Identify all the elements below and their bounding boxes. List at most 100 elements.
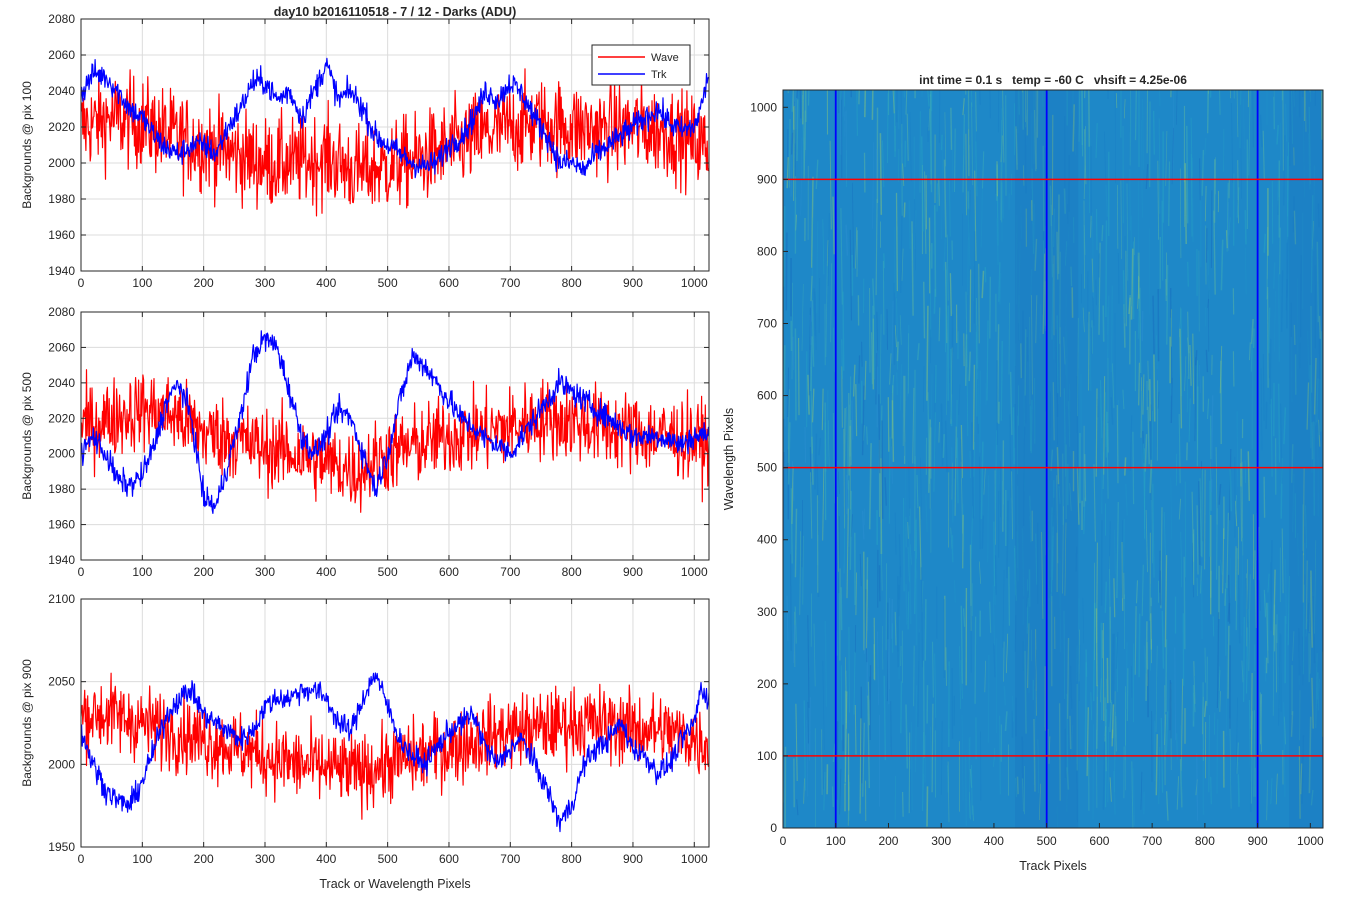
heatmap-streak xyxy=(902,163,905,187)
heatmap-streak xyxy=(996,218,999,265)
heatmap-streak xyxy=(1157,391,1160,409)
heatmap-streak xyxy=(1012,695,1014,722)
heatmap-streak xyxy=(960,439,963,479)
y-tick-label: 1960 xyxy=(48,518,75,532)
heatmap-streak xyxy=(1151,410,1153,474)
heatmap-streak xyxy=(1117,253,1120,304)
heatmap-streak xyxy=(915,529,918,559)
heatmap-streak xyxy=(842,291,845,371)
heatmap-streak xyxy=(1236,411,1239,487)
heatmap-streak xyxy=(796,99,799,162)
heatmap-streak xyxy=(1277,176,1279,201)
heatmap-streak xyxy=(1284,103,1288,142)
heatmap-streak xyxy=(1095,122,1098,159)
heatmap-streak xyxy=(1196,505,1199,575)
heatmap-streak xyxy=(1210,395,1214,493)
heatmap-streak xyxy=(968,351,971,382)
heatmap-streak xyxy=(1250,318,1254,345)
heatmap-streak xyxy=(813,623,816,687)
heatmap-streak xyxy=(891,300,894,364)
heatmap-streak xyxy=(1210,776,1212,805)
heatmap-streak xyxy=(1018,241,1021,307)
heatmap-streak xyxy=(810,275,813,302)
y-tick-label: 2000 xyxy=(48,156,75,170)
heatmap-streak xyxy=(853,651,856,715)
heatmap-streak xyxy=(1041,531,1044,619)
heatmap-streak xyxy=(1042,90,1044,107)
heatmap-streak xyxy=(1134,90,1137,141)
heatmap-streak xyxy=(925,494,928,533)
plot-pix900-ticks: 0 100 200 300 400 500 600 700 800 900 1000 1950 2000… xyxy=(48,592,709,866)
heatmap-streak xyxy=(1070,266,1073,287)
heatmap-title: int time = 0.1 s temp = -60 C vhsift = 4… xyxy=(919,73,1187,87)
heatmap-marker-lines xyxy=(783,90,1323,828)
heatmap-streak xyxy=(1228,574,1231,624)
heatmap-streak xyxy=(1014,615,1017,652)
heatmap-streak xyxy=(1206,398,1210,420)
heatmap-streak xyxy=(1130,248,1134,320)
heatmap-streak xyxy=(929,251,932,338)
heatmap-streak xyxy=(1199,565,1203,594)
heatmap-streak xyxy=(916,343,920,361)
heatmap-streak xyxy=(994,555,997,595)
heatmap-streak xyxy=(1095,608,1098,687)
heatmap-streak xyxy=(1103,131,1107,179)
heatmap-streak xyxy=(1283,716,1287,745)
x-tick-label: 100 xyxy=(826,834,846,848)
heatmap-streak xyxy=(881,420,884,519)
heatmap-streak xyxy=(914,685,918,773)
heatmap-streak xyxy=(880,405,883,468)
heatmap-streak xyxy=(1163,511,1166,556)
heatmap-streak xyxy=(1302,97,1305,198)
heatmap-streak xyxy=(1139,287,1142,374)
heatmap-streak xyxy=(1056,447,1060,485)
heatmap-streak xyxy=(800,137,803,216)
heatmap-streak xyxy=(967,237,969,296)
heatmap-streak xyxy=(1237,160,1239,224)
heatmap-streak xyxy=(907,546,910,582)
heatmap-streak xyxy=(1058,485,1061,504)
heatmap-streak xyxy=(822,467,825,541)
y-tick-label: 2060 xyxy=(48,340,75,354)
heatmap-streak xyxy=(917,632,920,728)
x-tick-label: 400 xyxy=(316,565,336,579)
y-tick-label: 500 xyxy=(757,461,777,475)
heatmap-streak xyxy=(1161,610,1165,669)
heatmap-streak xyxy=(1180,308,1183,397)
heatmap-streak xyxy=(924,735,927,783)
heatmap-streak xyxy=(1176,90,1178,125)
heatmap-streak xyxy=(1163,714,1167,746)
heatmap-streak xyxy=(1254,550,1258,629)
heatmap-streak xyxy=(941,146,944,240)
heatmap-streak xyxy=(1147,360,1149,391)
heatmap-streak xyxy=(1099,393,1102,460)
heatmap-streak xyxy=(793,105,795,201)
x-tick-label: 800 xyxy=(1195,834,1215,848)
heatmap-streak xyxy=(1011,471,1014,540)
heatmap-streak xyxy=(950,107,953,150)
heatmap-streak xyxy=(1266,286,1269,388)
heatmap-streak xyxy=(843,428,845,529)
heatmap-streak xyxy=(1123,99,1126,119)
heatmap-streak xyxy=(1315,652,1318,729)
heatmap-streak xyxy=(842,90,845,121)
heatmap-streak xyxy=(976,325,980,424)
heatmap-streak xyxy=(846,508,849,599)
x-tick-label: 0 xyxy=(78,852,85,866)
heatmap-streak xyxy=(807,374,810,415)
heatmap-streak xyxy=(1188,398,1191,442)
heatmap-streak xyxy=(1196,753,1199,821)
y-tick-label: 1980 xyxy=(48,482,75,496)
heatmap-streak xyxy=(1152,110,1155,155)
heatmap-streak xyxy=(862,722,865,797)
heatmap-streak xyxy=(1278,383,1281,463)
x-tick-label: 300 xyxy=(931,834,951,848)
heatmap-streak xyxy=(1151,464,1154,564)
heatmap-streak xyxy=(887,397,890,452)
heatmap-streak xyxy=(1095,388,1098,477)
heatmap-streak xyxy=(1318,315,1322,339)
heatmap-streak xyxy=(961,714,964,801)
heatmap-streak xyxy=(1297,532,1299,577)
x-tick-label: 400 xyxy=(984,834,1004,848)
heatmap-streak xyxy=(1241,537,1244,637)
